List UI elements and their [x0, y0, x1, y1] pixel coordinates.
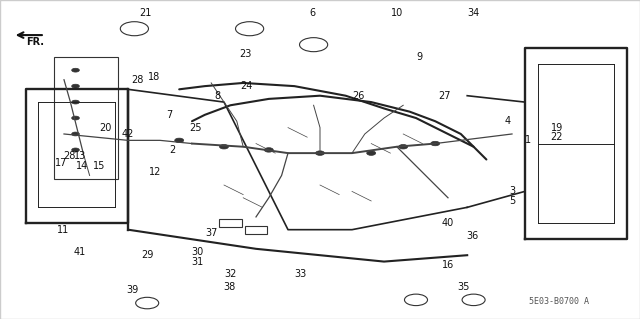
Text: 31: 31 — [191, 256, 204, 267]
Text: 15: 15 — [93, 161, 106, 171]
Text: 39: 39 — [126, 285, 139, 295]
Text: 6: 6 — [309, 8, 316, 18]
Text: 19: 19 — [550, 122, 563, 133]
Text: 32: 32 — [224, 269, 237, 279]
Text: 8: 8 — [214, 91, 221, 101]
Circle shape — [264, 148, 273, 152]
Text: 35: 35 — [458, 282, 470, 292]
Circle shape — [316, 151, 324, 155]
Text: 5E03-B0700 A: 5E03-B0700 A — [529, 297, 589, 306]
Text: 25: 25 — [189, 122, 202, 133]
Bar — [54, 57, 118, 179]
Bar — [219, 219, 241, 227]
Text: 14: 14 — [76, 161, 88, 171]
Text: 38: 38 — [223, 282, 236, 292]
Text: 34: 34 — [467, 8, 480, 18]
Text: 36: 36 — [466, 231, 479, 241]
Text: 1: 1 — [525, 135, 531, 145]
Text: 24: 24 — [240, 81, 253, 91]
Text: 28: 28 — [63, 151, 76, 161]
Circle shape — [175, 138, 184, 143]
Text: 37: 37 — [205, 228, 218, 238]
Text: 23: 23 — [239, 49, 252, 59]
Text: 10: 10 — [390, 8, 403, 18]
Text: 41: 41 — [74, 247, 86, 257]
Text: 11: 11 — [56, 225, 69, 235]
Circle shape — [431, 141, 440, 146]
Text: 17: 17 — [54, 158, 67, 168]
Circle shape — [72, 148, 79, 152]
Text: 5: 5 — [509, 196, 515, 206]
Text: 29: 29 — [141, 250, 154, 260]
Text: 27: 27 — [438, 91, 451, 101]
Text: 18: 18 — [147, 71, 160, 82]
Circle shape — [399, 145, 408, 149]
Circle shape — [72, 100, 79, 104]
Circle shape — [367, 151, 376, 155]
Text: 42: 42 — [122, 129, 134, 139]
Circle shape — [72, 68, 79, 72]
Text: 28: 28 — [131, 75, 144, 85]
Text: 3: 3 — [509, 186, 515, 197]
Text: FR.: FR. — [26, 37, 44, 47]
Text: 9: 9 — [416, 52, 422, 63]
Text: 2: 2 — [170, 145, 176, 155]
Circle shape — [72, 132, 79, 136]
Text: 16: 16 — [442, 260, 454, 270]
Text: 22: 22 — [550, 132, 563, 142]
Text: 20: 20 — [99, 122, 112, 133]
Circle shape — [72, 84, 79, 88]
Circle shape — [72, 116, 79, 120]
Text: 26: 26 — [352, 91, 365, 101]
Text: 7: 7 — [166, 110, 173, 120]
Text: 12: 12 — [149, 167, 162, 177]
Text: 33: 33 — [294, 269, 307, 279]
Text: 4: 4 — [504, 116, 511, 126]
Text: 40: 40 — [442, 218, 454, 228]
Circle shape — [220, 145, 228, 149]
Text: 30: 30 — [191, 247, 204, 257]
Bar — [245, 226, 268, 234]
Text: 21: 21 — [140, 8, 152, 18]
Text: 13: 13 — [74, 151, 86, 161]
